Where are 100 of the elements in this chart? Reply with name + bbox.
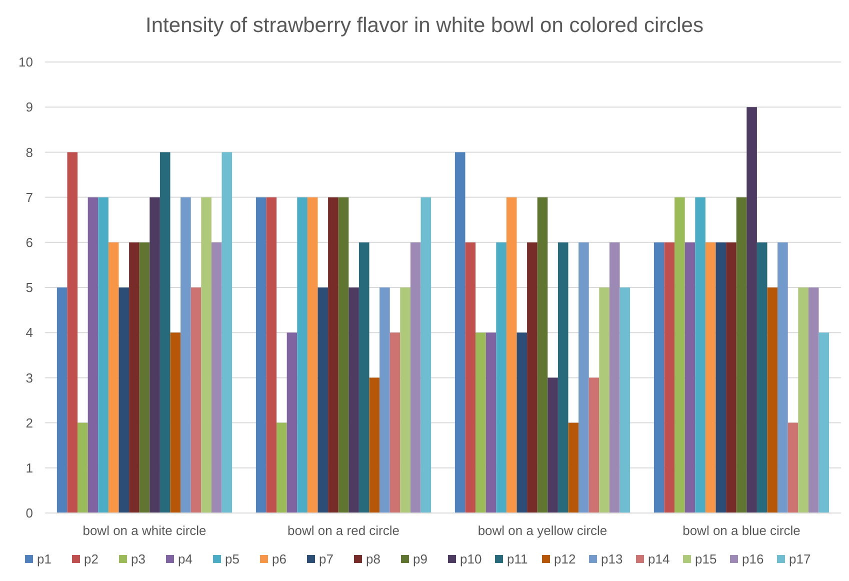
bar [400, 288, 410, 513]
legend-label: p14 [648, 552, 670, 567]
y-tick-label: 0 [26, 506, 33, 521]
y-tick-label: 4 [26, 325, 33, 340]
y-tick-label: 1 [26, 460, 33, 476]
bar [486, 332, 496, 513]
bar [118, 288, 130, 513]
bar [674, 197, 685, 513]
legend-label: p2 [84, 552, 98, 567]
bar [297, 197, 308, 513]
x-tick-label: bowl on a red circle [288, 523, 400, 538]
bar [286, 332, 298, 513]
bar [568, 422, 579, 513]
legend-label: p6 [272, 552, 286, 567]
bar [818, 332, 830, 513]
bar [736, 197, 747, 513]
bar [506, 197, 517, 513]
y-tick-label: 10 [18, 54, 33, 70]
bar [788, 422, 798, 513]
bar [798, 288, 808, 513]
y-tick-label: 7 [26, 190, 33, 205]
bar [180, 197, 191, 513]
bar [558, 242, 568, 513]
bar [358, 242, 370, 513]
bar [338, 197, 349, 513]
bar [695, 197, 706, 513]
bar [139, 242, 150, 513]
bar [108, 242, 119, 513]
y-tick-label: 5 [26, 280, 33, 296]
legend-label: p11 [507, 552, 528, 567]
bar [684, 242, 696, 513]
bar [527, 242, 538, 513]
y-tick-label: 8 [26, 144, 33, 160]
bar [767, 288, 778, 513]
bar [726, 242, 736, 513]
legend-label: p13 [601, 552, 623, 567]
bar [328, 197, 338, 513]
legend-label: p3 [131, 552, 146, 567]
bar [654, 242, 664, 513]
bar [348, 288, 359, 513]
bar [307, 197, 318, 513]
bar [98, 197, 108, 513]
legend-label: p12 [554, 552, 576, 567]
bar [537, 197, 548, 513]
bar [222, 152, 232, 513]
bar [620, 288, 630, 513]
bar [599, 288, 610, 513]
bar [808, 288, 819, 513]
bar [496, 242, 506, 513]
y-tick-label: 9 [26, 100, 33, 115]
legend-label: p8 [366, 552, 380, 567]
bar [609, 242, 620, 513]
bar [56, 288, 68, 513]
bar [266, 197, 277, 513]
bar [256, 197, 266, 513]
legend-label: p1 [37, 552, 52, 567]
bar [746, 107, 757, 513]
x-tick-label: bowl on a white circle [82, 523, 206, 538]
bar [129, 242, 140, 513]
y-tick-label: 3 [26, 370, 33, 386]
bar [211, 242, 222, 513]
bar [476, 332, 486, 513]
bar [390, 332, 400, 513]
legend-label: p7 [319, 552, 334, 567]
legend-label: p4 [178, 552, 192, 567]
bar [716, 242, 726, 513]
bar [170, 332, 181, 513]
bar [664, 242, 675, 513]
bar [705, 242, 716, 513]
legend-label: p16 [742, 552, 764, 567]
bar [88, 197, 98, 513]
bar [756, 242, 768, 513]
legend-label: p10 [460, 552, 482, 567]
bar [778, 242, 788, 513]
bar [420, 197, 432, 513]
legend-label: p15 [695, 552, 717, 567]
legend-label: p9 [413, 552, 428, 567]
bar [190, 288, 202, 513]
bar [318, 288, 328, 513]
bar [78, 422, 88, 513]
bar [588, 378, 600, 513]
bar [160, 152, 170, 513]
bar [150, 197, 160, 513]
bar [578, 242, 589, 513]
x-tick-label: bowl on a yellow circle [478, 523, 608, 538]
chart-title: Intensity of strawberry flavor in white bowl on colored circles [146, 14, 704, 37]
bar [276, 422, 287, 513]
bar [548, 378, 558, 513]
bar [410, 242, 421, 513]
bar [454, 152, 466, 513]
y-tick-label: 6 [26, 234, 33, 250]
bar [380, 288, 390, 513]
bar [369, 378, 380, 513]
legend-label: p17 [789, 552, 811, 567]
bar [516, 332, 528, 513]
bar [465, 242, 476, 513]
x-tick-label: bowl on a blue circle [682, 523, 800, 538]
bar [201, 197, 212, 513]
legend-label: p5 [225, 552, 240, 567]
y-tick-label: 2 [26, 415, 33, 430]
